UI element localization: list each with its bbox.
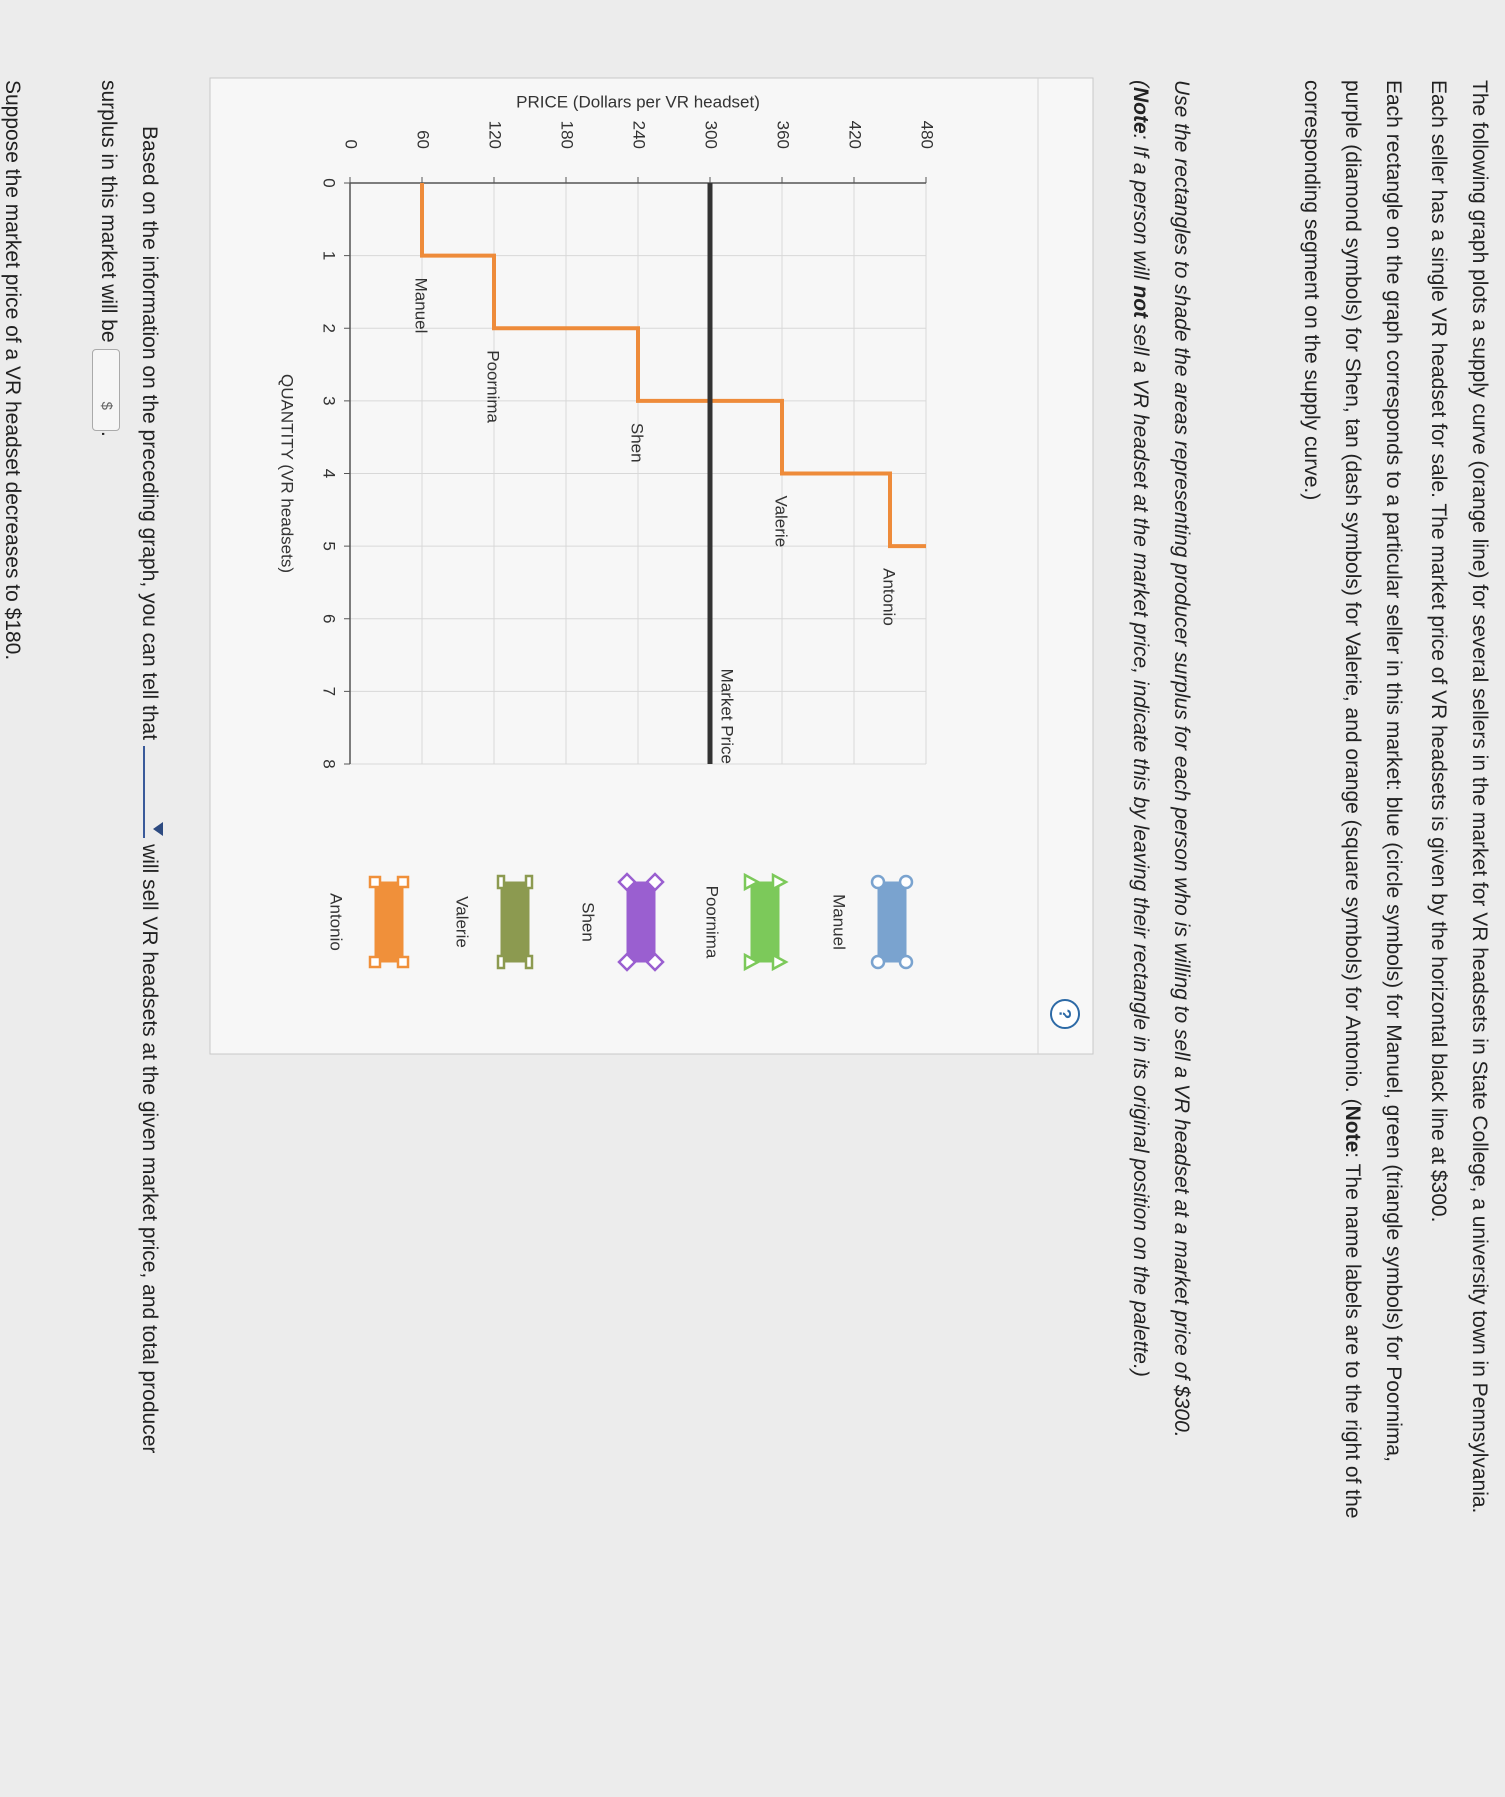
surplus-input[interactable]: $ xyxy=(92,348,120,431)
x-axis-title: QUANTITY (VR headsets) xyxy=(278,374,297,573)
segment-label: Valerie xyxy=(772,496,791,548)
palette-label: Antonio xyxy=(327,893,346,951)
handle xyxy=(368,875,382,889)
graph-panel: ? 0 1 2 3 4 5 6 7 8 0 60 120 180 240 300 360 420 480 QUANT… xyxy=(209,77,1094,1055)
y-tick-label: 480 xyxy=(918,121,937,149)
y-tick-label: 360 xyxy=(774,121,793,149)
handle xyxy=(743,952,761,972)
handle xyxy=(496,954,506,970)
y-tick-label: 420 xyxy=(846,121,865,149)
palette-label: Manuel xyxy=(830,894,849,950)
palette-label: Poornima xyxy=(703,886,722,959)
handle xyxy=(870,874,886,890)
y-tick-label: 300 xyxy=(702,121,721,149)
handle xyxy=(396,875,410,889)
handle xyxy=(870,954,886,970)
x-tick-label: 6 xyxy=(320,614,339,623)
handle xyxy=(771,872,789,892)
next-question: Suppose the market price of a VR headset… xyxy=(0,80,33,1520)
handle xyxy=(645,952,665,972)
y-tick-label: 120 xyxy=(486,121,505,149)
x-tick-label: 2 xyxy=(320,324,339,333)
y-tick-label: 180 xyxy=(558,121,577,149)
segment-label: Manuel xyxy=(412,278,431,334)
handle xyxy=(898,954,914,970)
handle xyxy=(617,952,637,972)
x-tick-label: 7 xyxy=(320,687,339,696)
handle xyxy=(898,874,914,890)
x-tick-label: 3 xyxy=(320,396,339,405)
x-tick-label: 1 xyxy=(320,251,339,260)
x-tick-label: 0 xyxy=(320,178,339,187)
palette-label: Shen xyxy=(579,902,598,942)
x-tick-label: 5 xyxy=(320,541,339,550)
handle xyxy=(617,872,637,892)
y-axis-title: PRICE (Dollars per VR headset) xyxy=(516,92,760,111)
handle xyxy=(368,955,382,969)
handle xyxy=(645,872,665,892)
text: . xyxy=(97,430,120,437)
x-tick-label: 4 xyxy=(320,469,339,478)
y-tick-label: 240 xyxy=(630,121,649,149)
palette-rectangle[interactable] xyxy=(626,881,656,963)
y-tick-label: 60 xyxy=(414,130,433,149)
handle xyxy=(524,954,534,970)
supply-curve xyxy=(420,183,926,549)
seller-dropdown[interactable] xyxy=(143,746,167,839)
palette-rectangle[interactable] xyxy=(374,881,404,963)
palette-label: Valerie xyxy=(453,896,472,948)
y-tick-label: 0 xyxy=(342,140,361,149)
palette-rectangle[interactable] xyxy=(500,881,530,963)
segment-label: Poornima xyxy=(484,350,503,423)
segment-label: Antonio xyxy=(880,568,899,626)
handle xyxy=(771,952,789,972)
text: Suppose the market price of a VR headset… xyxy=(1,80,24,661)
text: Based on the information on the precedin… xyxy=(138,126,161,741)
handle xyxy=(524,874,534,890)
series-label: Market Price xyxy=(718,669,737,764)
handle xyxy=(396,955,410,969)
x-tick-label: 8 xyxy=(320,759,339,768)
handle xyxy=(496,874,506,890)
handle xyxy=(743,872,761,892)
palette-rectangle[interactable] xyxy=(877,881,907,963)
currency: $ xyxy=(98,401,115,410)
palette-rectangle[interactable] xyxy=(750,881,780,963)
help-button[interactable] xyxy=(1050,999,1080,1029)
help-icon[interactable]: ? xyxy=(1056,1009,1075,1019)
question: Based on the information on the precedin… xyxy=(88,80,170,1520)
panel xyxy=(209,77,1094,1055)
segment-label: Shen xyxy=(628,423,647,463)
